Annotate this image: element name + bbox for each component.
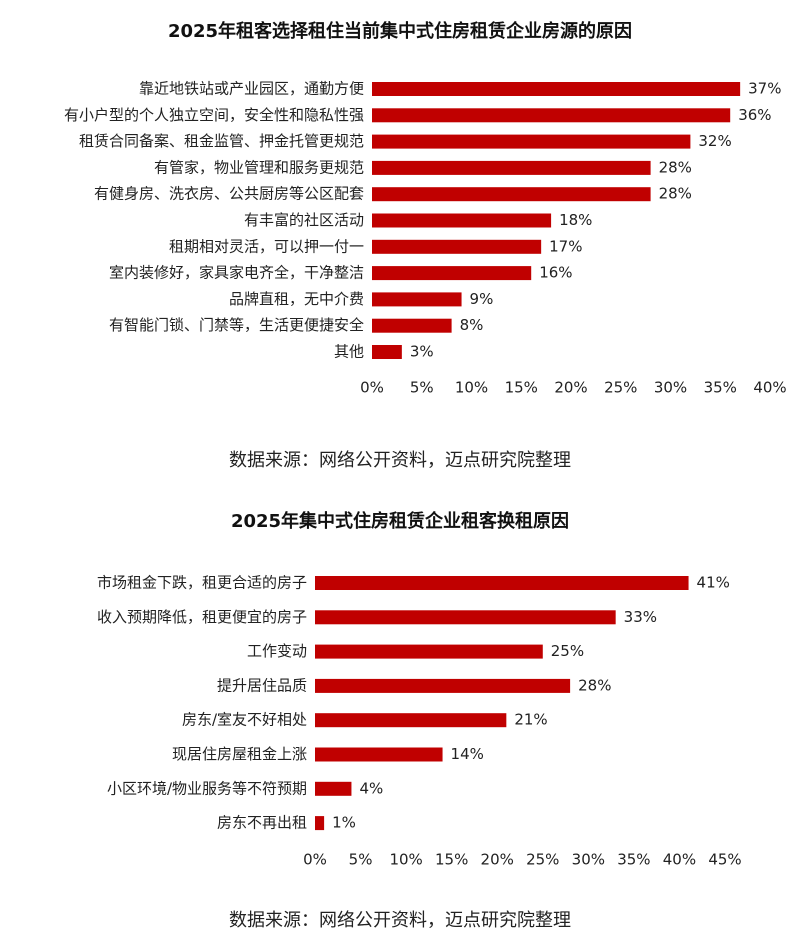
source-note: 数据来源：网络公开资料，迈点研究院整理 (229, 450, 571, 471)
bar (372, 134, 691, 149)
category-label: 收入预期降低，租更便宜的房子 (97, 608, 307, 626)
value-label: 32% (698, 132, 731, 150)
category-label: 有小户型的个人独立空间，安全性和隐私性强 (64, 106, 364, 124)
x-tick-label: 10% (455, 379, 488, 397)
bar (315, 781, 352, 796)
bar (372, 187, 651, 202)
bar (372, 160, 651, 175)
category-label: 租期相对灵活，可以押一付一 (169, 237, 364, 255)
x-tick-label: 0% (360, 379, 384, 397)
value-label: 21% (514, 711, 547, 729)
category-label: 品牌直租，无中介费 (229, 290, 364, 308)
bar (315, 678, 571, 693)
value-label: 3% (410, 343, 434, 361)
chart-title: 2025年集中式住房租赁企业租客换租原因 (231, 510, 569, 532)
value-label: 8% (460, 316, 484, 334)
category-label: 靠近地铁站或产业园区，通勤方便 (139, 80, 364, 98)
category-label: 现居住房屋租金上涨 (172, 745, 307, 763)
value-label: 1% (332, 814, 356, 832)
bar (372, 108, 731, 123)
category-label: 房东/室友不好相处 (182, 711, 307, 729)
bar (372, 239, 542, 254)
value-label: 36% (738, 106, 771, 124)
bar (315, 713, 507, 728)
source-note: 数据来源：网络公开资料，迈点研究院整理 (229, 910, 571, 931)
bar (372, 266, 532, 281)
value-label: 37% (748, 80, 781, 98)
value-label: 33% (624, 608, 657, 626)
bar (372, 292, 462, 307)
x-tick-label: 40% (663, 851, 696, 869)
value-label: 28% (659, 185, 692, 203)
value-label: 17% (549, 237, 582, 255)
bar (372, 345, 402, 359)
category-label: 有健身房、洗衣房、公共厨房等公区配套 (94, 185, 364, 203)
category-label: 其他 (334, 343, 364, 361)
category-label: 工作变动 (247, 642, 307, 660)
x-tick-label: 45% (708, 851, 741, 869)
x-tick-label: 25% (526, 851, 559, 869)
x-tick-label: 5% (349, 851, 373, 869)
bar (372, 82, 741, 96)
x-tick-label: 10% (389, 851, 422, 869)
x-tick-label: 35% (704, 379, 737, 397)
category-label: 提升居住品质 (217, 676, 307, 694)
x-tick-label: 30% (654, 379, 687, 397)
bar (315, 816, 325, 831)
x-tick-label: 15% (505, 379, 538, 397)
value-label: 25% (551, 642, 584, 660)
value-label: 9% (470, 290, 494, 308)
category-label: 租赁合同备案、租金监管、押金托管更规范 (79, 132, 364, 150)
bar (372, 318, 452, 333)
value-label: 18% (559, 211, 592, 229)
x-tick-label: 15% (435, 851, 468, 869)
x-tick-label: 35% (617, 851, 650, 869)
category-label: 房东不再出租 (217, 814, 307, 832)
category-label: 有管家，物业管理和服务更规范 (154, 158, 364, 176)
category-label: 小区环境/物业服务等不符预期 (107, 779, 307, 797)
x-tick-label: 0% (303, 851, 327, 869)
x-tick-label: 5% (410, 379, 434, 397)
bar (315, 610, 616, 625)
category-label: 室内装修好，家具家电齐全，干净整洁 (109, 264, 364, 282)
value-label: 28% (578, 676, 611, 694)
x-tick-label: 30% (572, 851, 605, 869)
bar (315, 644, 543, 659)
value-label: 16% (539, 264, 572, 282)
category-label: 有丰富的社区活动 (244, 211, 364, 229)
value-label: 14% (451, 745, 484, 763)
chart-title: 2025年租客选择租住当前集中式住房租赁企业房源的原因 (168, 20, 632, 42)
category-label: 有智能门锁、门禁等，生活更便捷安全 (109, 316, 364, 334)
value-label: 41% (697, 574, 730, 592)
x-tick-label: 25% (604, 379, 637, 397)
value-label: 4% (359, 779, 383, 797)
category-label: 市场租金下跌，租更合适的房子 (97, 574, 307, 592)
x-tick-label: 40% (753, 379, 786, 397)
x-tick-label: 20% (554, 379, 587, 397)
bar (315, 747, 443, 762)
bar (372, 213, 552, 228)
value-label: 28% (659, 158, 692, 176)
bar (315, 576, 689, 590)
x-tick-label: 20% (481, 851, 514, 869)
